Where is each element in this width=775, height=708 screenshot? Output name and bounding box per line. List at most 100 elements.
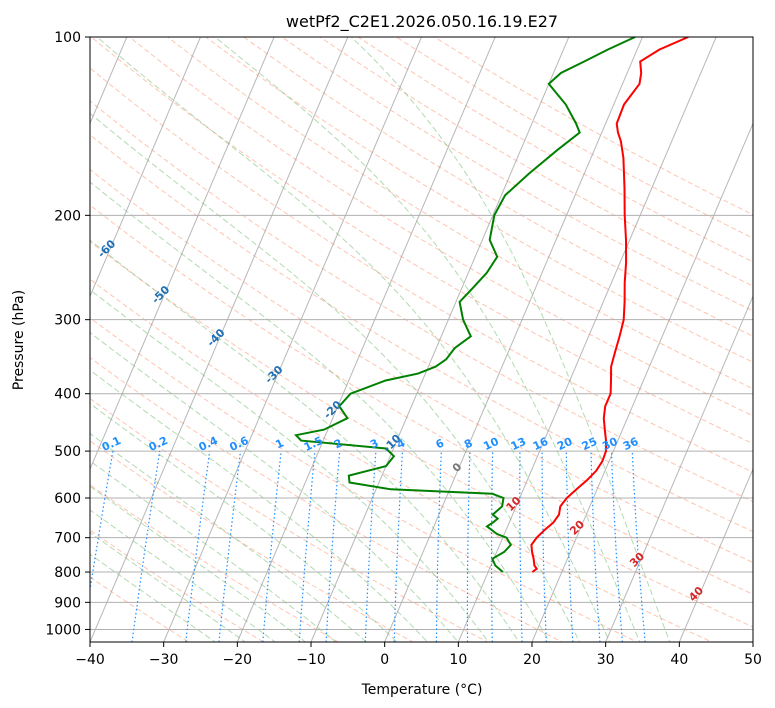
moist-adiabat-line bbox=[90, 460, 337, 642]
isotherm-line bbox=[236, 37, 496, 642]
temperature-trace bbox=[530, 37, 689, 573]
y-tick-label: 300 bbox=[54, 313, 81, 329]
isotherm-line bbox=[0, 10, 65, 654]
mixing-ratio-line bbox=[131, 451, 161, 642]
dry-adiabat-line bbox=[281, 37, 753, 312]
mixing-ratio-line bbox=[90, 450, 114, 594]
isotherm-line bbox=[752, 640, 753, 642]
mixing-ratio-line bbox=[364, 451, 377, 642]
isotherm-labels: -100-90-80-70-60-50-40-30-20-10010203040… bbox=[0, 144, 706, 604]
dry-adiabat-line bbox=[433, 37, 753, 216]
y-tick-label: 100 bbox=[54, 30, 81, 46]
y-tick-label: 1000 bbox=[45, 622, 81, 638]
moist-adiabat-line bbox=[90, 289, 490, 642]
mixing-ratio-line bbox=[490, 451, 494, 642]
x-tick-label: 0 bbox=[380, 652, 389, 668]
dry-adiabat-line bbox=[90, 134, 753, 533]
dry-adiabat-line bbox=[90, 37, 753, 445]
mixing-ratio-line bbox=[325, 451, 341, 642]
moist-adiabat-line bbox=[214, 37, 641, 642]
isotherm-line bbox=[457, 37, 717, 642]
x-tick-label: 40 bbox=[670, 652, 688, 668]
x-tick-label: −10 bbox=[296, 652, 326, 668]
plot-area bbox=[0, 10, 753, 654]
isotherm-label: 20 bbox=[567, 517, 587, 537]
mixing-ratio-label: 36 bbox=[621, 435, 641, 453]
dry-adiabat-line bbox=[357, 37, 753, 263]
mixing-ratio-label: 20 bbox=[555, 435, 575, 453]
mixing-ratio-line bbox=[298, 451, 316, 642]
x-tick-label: 10 bbox=[449, 652, 467, 668]
dry-adiabat-line bbox=[90, 317, 639, 642]
isotherm-label: -80 bbox=[0, 144, 11, 167]
isotherm-line bbox=[163, 37, 423, 642]
isotherm-label: 40 bbox=[686, 584, 706, 604]
x-tick-label: 30 bbox=[597, 652, 615, 668]
isotherm-line bbox=[90, 37, 202, 298]
isotherm-line bbox=[310, 37, 570, 642]
isotherm-line bbox=[531, 122, 753, 642]
x-tick-label: −40 bbox=[75, 652, 105, 668]
dry-adiabat-line bbox=[90, 576, 190, 642]
moist-adiabat-line bbox=[90, 432, 368, 642]
isotherm-line bbox=[90, 37, 275, 471]
mixing-ratio-line bbox=[262, 451, 282, 642]
mixing-ratio-line bbox=[218, 451, 242, 642]
moist-adiabat-line bbox=[90, 509, 277, 642]
moist-adiabat-line bbox=[96, 37, 611, 642]
dry-adiabat-line bbox=[166, 37, 753, 390]
mixing-ratio-label: 1 bbox=[273, 436, 285, 451]
y-tick-label: 500 bbox=[54, 444, 81, 460]
isotherm-label: -40 bbox=[204, 326, 227, 349]
dry-adiabat-line bbox=[90, 100, 753, 503]
moist-adiabat-line bbox=[90, 553, 217, 642]
dry-adiabat-line bbox=[90, 67, 753, 473]
isotherm-line bbox=[678, 467, 753, 642]
isotherm-line bbox=[90, 37, 128, 125]
mixing-ratio-line bbox=[185, 451, 211, 642]
chart-title: wetPf2_C2E1.2026.050.16.19.E27 bbox=[286, 12, 558, 32]
dry-adiabat-line bbox=[395, 37, 753, 239]
moist-adiabat-line bbox=[90, 531, 246, 642]
dry-adiabat-line bbox=[90, 529, 265, 642]
mixing-ratio-label: 10 bbox=[481, 435, 501, 453]
mixing-ratio-label: 4 bbox=[395, 436, 408, 451]
y-tick-label: 600 bbox=[54, 491, 81, 507]
mixing-ratio-line bbox=[590, 451, 601, 642]
dry-adiabat-line bbox=[90, 356, 564, 642]
mixing-ratio-label: 16 bbox=[531, 435, 551, 453]
dry-adiabat-line bbox=[90, 397, 489, 642]
mixing-ratio-line bbox=[393, 451, 404, 642]
moist-adiabat-line bbox=[90, 181, 550, 642]
dry-adiabat-line bbox=[319, 37, 753, 287]
mixing-ratio-line bbox=[466, 451, 471, 642]
dry-adiabat-line bbox=[242, 37, 753, 337]
isotherm-label: -50 bbox=[149, 283, 172, 306]
isotherm-label: -60 bbox=[95, 237, 118, 260]
isotherm-label: -20 bbox=[321, 398, 344, 421]
dry-adiabat-line bbox=[204, 37, 753, 363]
x-tick-label: 50 bbox=[744, 652, 762, 668]
isotherm-line bbox=[384, 37, 644, 642]
mixing-ratio-label: 6 bbox=[434, 436, 447, 451]
isotherm-label: 10 bbox=[504, 494, 524, 514]
mixing-ratio-label: 25 bbox=[580, 435, 599, 453]
isotherm-line bbox=[605, 295, 753, 642]
y-tick-label: 400 bbox=[54, 387, 81, 403]
mixing-ratio-label: 13 bbox=[509, 435, 528, 453]
y-tick-label: 800 bbox=[54, 565, 81, 581]
dry-adiabat-line bbox=[90, 204, 753, 595]
moist-adiabat-line bbox=[90, 369, 429, 642]
dry-adiabat-line bbox=[90, 168, 753, 564]
moist-adiabat-line bbox=[90, 112, 581, 642]
moist-adiabat-line bbox=[90, 331, 459, 642]
isotherm-label: 30 bbox=[627, 549, 647, 569]
dry-adiabat-line bbox=[90, 241, 753, 628]
moist-adiabat-line bbox=[90, 239, 520, 642]
mixing-ratio-line bbox=[610, 451, 624, 642]
mixing-ratio-label: 30 bbox=[600, 435, 620, 453]
plot-frame bbox=[89, 36, 754, 643]
y-tick-label: 200 bbox=[54, 208, 81, 224]
mixing-ratio-line bbox=[541, 451, 547, 642]
